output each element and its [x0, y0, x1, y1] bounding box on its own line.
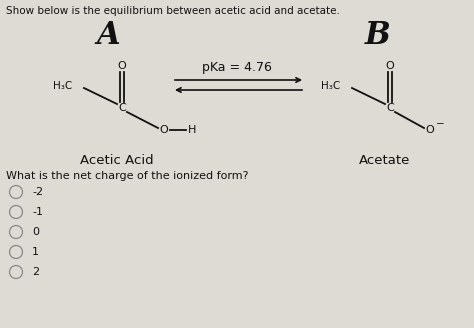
- Text: A: A: [96, 20, 120, 51]
- Text: C: C: [118, 103, 126, 113]
- Text: Show below is the equilibrium between acetic acid and acetate.: Show below is the equilibrium between ac…: [6, 6, 340, 16]
- Text: -1: -1: [32, 207, 43, 217]
- Text: O: O: [426, 125, 434, 135]
- Text: H₃C: H₃C: [321, 81, 340, 91]
- Text: Acetate: Acetate: [359, 154, 410, 167]
- Text: H₃C: H₃C: [53, 81, 72, 91]
- Text: 1: 1: [32, 247, 39, 257]
- Text: 2: 2: [32, 267, 39, 277]
- Text: C: C: [386, 103, 394, 113]
- Text: −: −: [436, 119, 444, 129]
- Text: Acetic Acid: Acetic Acid: [80, 154, 154, 167]
- Text: O: O: [118, 61, 127, 71]
- Text: What is the net charge of the ionized form?: What is the net charge of the ionized fo…: [6, 171, 248, 181]
- Text: pKa = 4.76: pKa = 4.76: [202, 62, 272, 74]
- Text: B: B: [365, 20, 391, 51]
- Text: -2: -2: [32, 187, 43, 197]
- Text: 0: 0: [32, 227, 39, 237]
- Text: O: O: [160, 125, 168, 135]
- Text: O: O: [386, 61, 394, 71]
- Text: H: H: [188, 125, 196, 135]
